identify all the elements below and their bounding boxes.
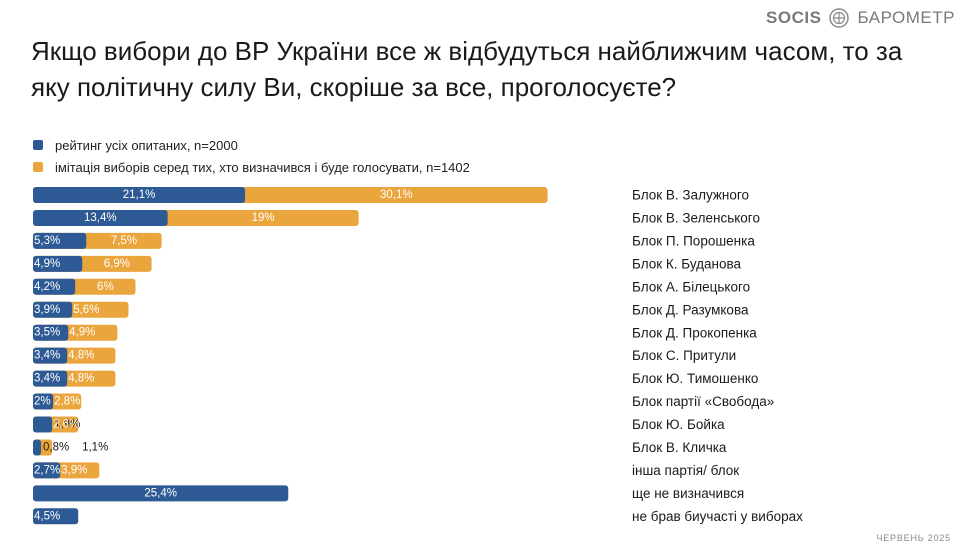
bar-all: [33, 209, 168, 226]
category-label: Блок Ю. Тимошенко: [632, 371, 758, 386]
bar-all: [33, 416, 53, 433]
label-decided: 4,9%: [69, 327, 95, 339]
category-label: Блок А. Білецького: [632, 279, 750, 294]
category-label: Блок В. Залужного: [632, 188, 749, 203]
label-decided: 19%: [252, 212, 275, 224]
label-all: 21,1%: [123, 189, 156, 201]
label-all: 5,3%: [34, 235, 60, 247]
legend-swatch-blue: [33, 140, 43, 150]
bar-all: [33, 347, 68, 364]
label-decided: 6,9%: [104, 258, 130, 270]
emblem-icon: [829, 8, 850, 28]
label-all: 4,9%: [34, 258, 60, 270]
category-label: Блок Д. Разумкова: [632, 302, 749, 317]
label-all: 1,9%: [54, 419, 80, 431]
bar-all: [33, 255, 83, 272]
bar-all: [33, 278, 76, 295]
label-all: 3,9%: [34, 304, 60, 316]
label-all: 0,8%: [43, 441, 69, 453]
label-decided: 2,6%: [53, 419, 79, 431]
label-all: 3,4%: [34, 373, 60, 385]
label-decided: 30,1%: [380, 189, 413, 201]
category-label: Блок В. Кличка: [632, 440, 727, 455]
bar-all: [33, 232, 87, 249]
legend-item-decided: імітація виборів серед тих, хто визначив…: [33, 156, 470, 178]
label-decided: 4,8%: [68, 350, 94, 362]
bar-all: [33, 462, 61, 479]
bar-all: [33, 393, 54, 410]
label-decided: 5,6%: [73, 304, 99, 316]
label-all: 25,4%: [144, 487, 177, 499]
label-decided: 6%: [97, 281, 114, 293]
label-decided: 3,9%: [61, 464, 87, 476]
bar-all: [33, 439, 42, 456]
legend-item-all: рейтинг усіх опитаних, n=2000: [33, 134, 470, 156]
label-all: 3,4%: [34, 350, 60, 362]
category-label: Блок С. Притули: [632, 348, 736, 363]
socis-logo: SOCIS: [766, 8, 822, 27]
survey-date: ЧЕРВЕНЬ 2025: [876, 533, 951, 543]
category-label: не брав биучасті у виборах: [632, 509, 803, 524]
bar-all: [33, 301, 73, 318]
category-label: Блок К. Буданова: [632, 256, 742, 271]
bar-all: [33, 370, 68, 387]
category-label: ще не визначився: [632, 486, 744, 501]
label-all: 13,4%: [84, 212, 117, 224]
chart-title: Якщо вибори до ВР України все ж відбудут…: [31, 36, 903, 102]
label-all: 2,7%: [34, 464, 60, 476]
label-all: 2%: [34, 396, 51, 408]
label-decided: 2,8%: [54, 396, 80, 408]
category-label: Блок партії «Свобода»: [632, 394, 774, 409]
label-decided: 7,5%: [111, 235, 137, 247]
legend-swatch-orange: [33, 162, 43, 172]
bar-all: [33, 508, 79, 525]
label-all: 4,5%: [34, 510, 60, 522]
barometr-logo: БАРОМЕТР: [857, 8, 955, 27]
category-label: інша партія/ блок: [632, 463, 739, 478]
bar-all: [33, 485, 289, 502]
legend-label-decided: імітація виборів серед тих, хто визначив…: [55, 159, 470, 175]
category-label: Блок В. Зеленського: [632, 211, 760, 226]
category-label: Блок П. Порошенка: [632, 233, 755, 248]
label-all: 4,2%: [34, 281, 60, 293]
label-decided: 1,1%: [82, 441, 108, 453]
brand-header: SOCIS БАРОМЕТР: [766, 8, 955, 28]
label-all: 3,5%: [34, 327, 60, 339]
category-label: Блок Д. Прокопенка: [632, 325, 757, 340]
label-decided: 4,8%: [68, 373, 94, 385]
chart-legend: рейтинг усіх опитаних, n=2000 імітація в…: [33, 134, 470, 178]
category-label: Блок Ю. Бойка: [632, 417, 725, 432]
bar-all: [33, 324, 69, 341]
bar-all: [33, 187, 246, 203]
legend-label-all: рейтинг усіх опитаних, n=2000: [55, 137, 238, 153]
